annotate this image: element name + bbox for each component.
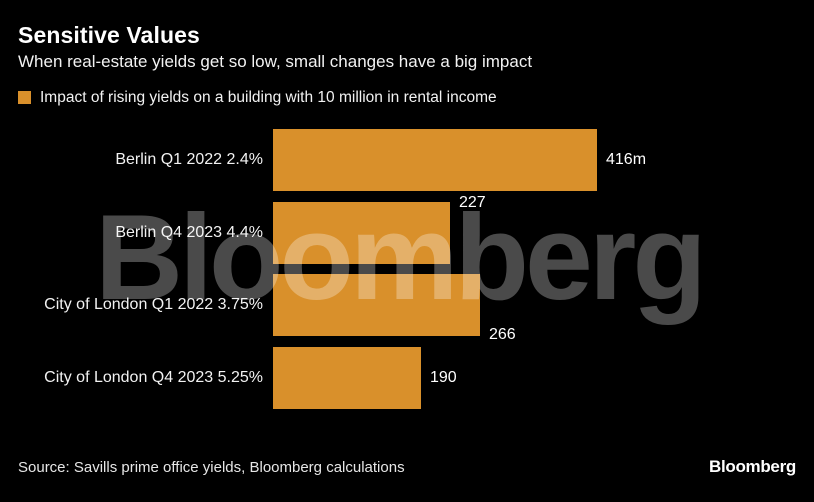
bar-row: Berlin Q1 2022 2.4% bbox=[0, 129, 814, 192]
bar-row: City of London Q1 2022 3.75% bbox=[0, 274, 814, 337]
page-title: Sensitive Values bbox=[18, 22, 200, 48]
bar[interactable] bbox=[273, 129, 597, 192]
chart-legend: Impact of rising yields on a building wi… bbox=[18, 90, 497, 106]
plot-area: Berlin Q1 2022 2.4% 416m Berlin Q4 2023 4.… bbox=[0, 124, 814, 414]
bar-row: Berlin Q4 2023 4.4% bbox=[0, 201, 814, 264]
bar-value-label: 416m bbox=[606, 151, 647, 169]
chart-header: Sensitive Values When real-estate yields… bbox=[18, 22, 798, 73]
legend-swatch-icon bbox=[18, 91, 31, 105]
legend-item-label: Impact of rising yields on a building wi… bbox=[40, 89, 497, 106]
source-note: Source: Savills prime office yields, Blo… bbox=[18, 459, 405, 476]
bloomberg-logo: Bloomberg bbox=[708, 457, 796, 476]
chart-subtitle: When real-estate yields get so low, smal… bbox=[18, 52, 533, 72]
bar-category-label: City of London Q1 2022 3.75% bbox=[44, 296, 263, 314]
bar-row: City of London Q4 2023 5.25% bbox=[0, 346, 814, 409]
chart-footer: Source: Savills prime office yields, Blo… bbox=[0, 436, 814, 502]
bar-rows: Berlin Q1 2022 2.4% 416m Berlin Q4 2023 4.… bbox=[0, 124, 814, 414]
bar[interactable] bbox=[273, 274, 480, 337]
bar-value-label: 190 bbox=[430, 368, 457, 386]
bar-value-label: 266 bbox=[489, 326, 516, 344]
bar-category-label: Berlin Q4 2023 4.4% bbox=[115, 223, 263, 241]
bar-value-label: 227 bbox=[459, 193, 486, 211]
bar-category-label: Berlin Q1 2022 2.4% bbox=[115, 151, 263, 169]
bar[interactable] bbox=[273, 201, 450, 264]
bar-category-label: City of London Q4 2023 5.25% bbox=[44, 368, 263, 386]
bar[interactable] bbox=[273, 346, 421, 409]
